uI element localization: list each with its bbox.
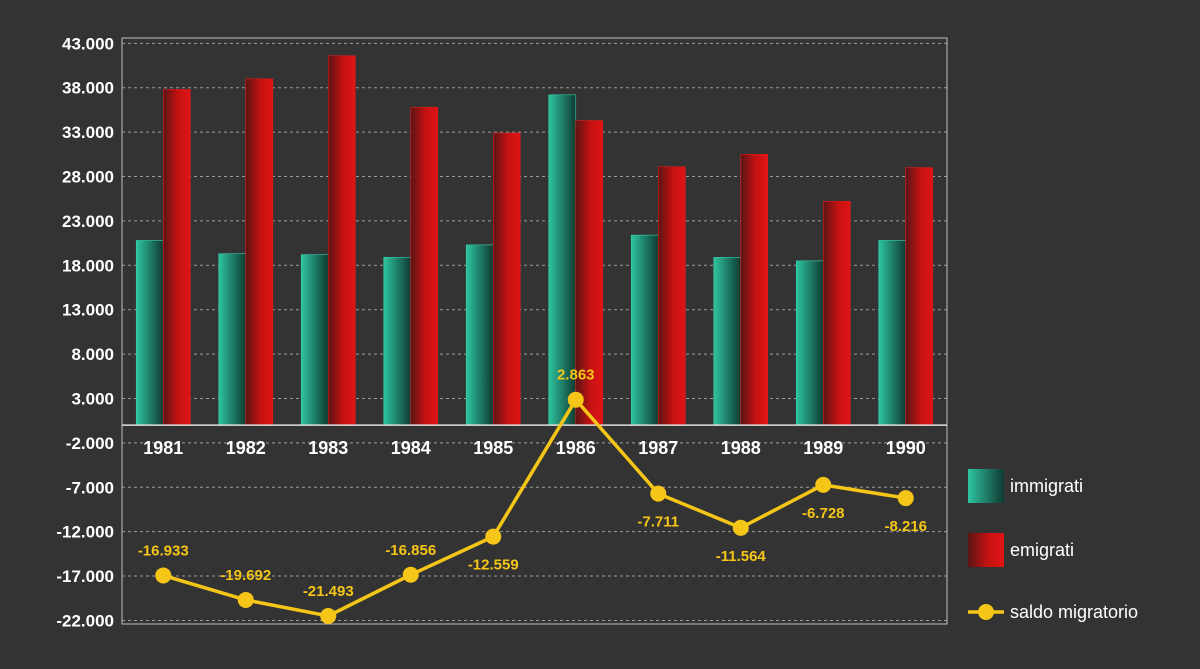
axis-layer: 43.000 38.000 33.000 28.000 23.000 18.000 13.0… <box>56 34 947 630</box>
data-label-saldo: -7.711 <box>637 514 679 531</box>
data-label-saldo: -11.564 <box>716 548 767 565</box>
data-label-saldo: -16.933 <box>138 542 189 559</box>
data-label-saldo: 2.863 <box>557 367 595 384</box>
point-saldo-1983 <box>320 607 337 624</box>
point-saldo-1990 <box>897 490 914 507</box>
y-tick-label: 3.000 <box>71 389 114 408</box>
bar-immigrati-1981 <box>135 240 164 426</box>
point-saldo-1984 <box>402 566 419 583</box>
bar-emigrati-1983 <box>327 55 356 426</box>
bar-emigrati-1990 <box>905 167 934 426</box>
y-tick-label: 38.000 <box>62 79 114 98</box>
bar-emigrati-1981 <box>162 89 191 426</box>
y-tick-label: 28.000 <box>62 168 114 187</box>
x-tick-label: 1985 <box>473 438 513 458</box>
data-label-saldo: -12.559 <box>468 557 519 574</box>
bar-immigrati-1983 <box>300 254 329 426</box>
legend-swatch-emigrati <box>968 533 1004 567</box>
legend: immigrati emigrati saldo migratorio <box>968 469 1138 622</box>
x-tick-label: 1988 <box>721 438 761 458</box>
y-tick-label: -12.000 <box>56 523 114 542</box>
line-layer <box>155 391 914 624</box>
point-saldo-1987 <box>650 485 667 502</box>
bar-immigrati-1982 <box>218 253 247 426</box>
legend-label: saldo migratorio <box>1010 602 1138 622</box>
bar-emigrati-1989 <box>822 201 851 426</box>
x-tick-label: 1983 <box>308 438 348 458</box>
data-label-saldo: -16.856 <box>385 542 436 559</box>
x-tick-label: 1986 <box>556 438 596 458</box>
data-label-saldo: -6.728 <box>802 505 845 522</box>
y-tick-label: 8.000 <box>71 345 114 364</box>
bar-emigrati-1985 <box>492 132 521 426</box>
y-tick-label: 18.000 <box>62 256 114 275</box>
point-saldo-1981 <box>155 567 172 584</box>
point-saldo-1988 <box>732 519 749 536</box>
bar-immigrati-1987 <box>630 234 659 426</box>
legend-marker-saldo <box>978 604 994 620</box>
x-tick-label: 1984 <box>391 438 431 458</box>
point-saldo-1989 <box>815 476 832 493</box>
data-label-saldo: -8.216 <box>884 518 927 535</box>
legend-label: immigrati <box>1010 476 1083 496</box>
bar-emigrati-1982 <box>245 78 274 426</box>
legend-label: emigrati <box>1010 540 1074 560</box>
bar-immigrati-1989 <box>795 260 824 426</box>
x-tick-label: 1989 <box>803 438 843 458</box>
y-tick-label: 13.000 <box>62 301 114 320</box>
bar-emigrati-1987 <box>657 166 686 426</box>
point-saldo-1982 <box>237 591 254 608</box>
bar-emigrati-1988 <box>740 154 769 426</box>
x-tick-label: 1981 <box>143 438 183 458</box>
y-tick-label: 43.000 <box>62 34 114 53</box>
point-saldo-1985 <box>485 528 502 545</box>
bar-emigrati-1986 <box>575 120 604 426</box>
bar-emigrati-1984 <box>410 106 439 426</box>
x-tick-label: 1982 <box>226 438 266 458</box>
plot-border <box>121 37 948 625</box>
y-tick-label: 33.000 <box>62 123 114 142</box>
x-tick-label: 1990 <box>886 438 926 458</box>
y-tick-label: -2.000 <box>66 434 114 453</box>
label-layer: -16.933 -19.692 -21.493 -16.856 -12.559 2.863… <box>138 367 927 600</box>
line-saldo-migratorio <box>162 397 907 618</box>
grid-layer <box>121 37 948 625</box>
point-saldo-1986 <box>567 391 584 408</box>
bar-immigrati-1990 <box>878 240 907 426</box>
bar-layer <box>135 55 934 426</box>
bar-immigrati-1984 <box>383 257 412 426</box>
data-label-saldo: -21.493 <box>303 583 354 600</box>
legend-swatch-immigrati <box>968 469 1004 503</box>
y-tick-label: -17.000 <box>56 567 114 586</box>
bar-immigrati-1988 <box>713 257 742 426</box>
y-tick-label: -7.000 <box>66 478 114 497</box>
x-tick-label: 1987 <box>638 438 678 458</box>
y-tick-label: -22.000 <box>56 611 114 630</box>
data-label-saldo: -19.692 <box>220 567 271 584</box>
y-tick-label: 23.000 <box>62 212 114 231</box>
bar-immigrati-1985 <box>465 244 494 426</box>
